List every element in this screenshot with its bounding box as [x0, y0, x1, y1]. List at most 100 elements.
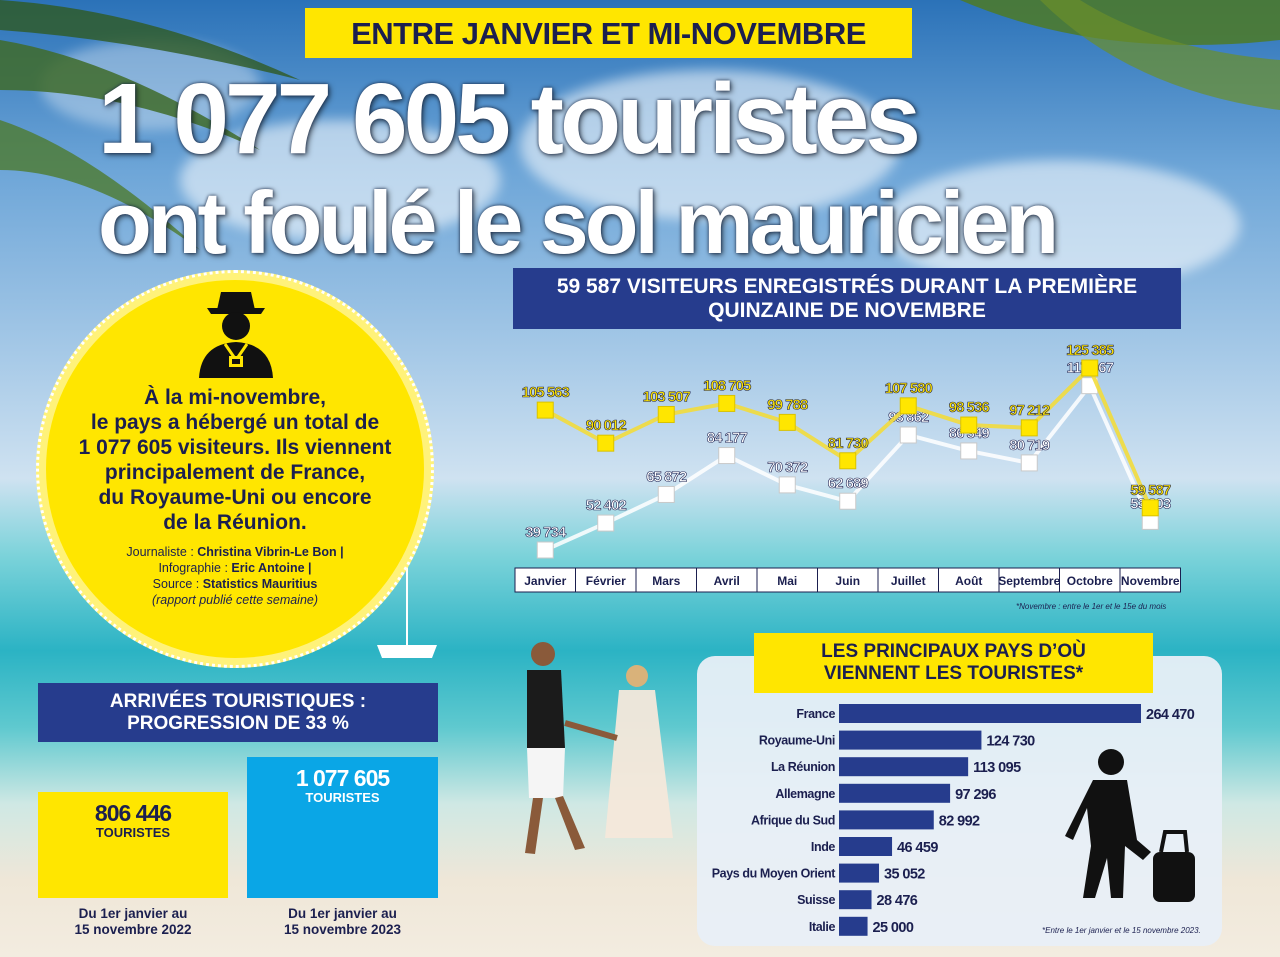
countries-banner: LES PRINCIPAUX PAYS D’OÙ VIENNENT LES TO…: [754, 633, 1153, 693]
arrivals-2022-value: 806 446: [94, 800, 172, 826]
arrivals-2022-caption: Du 1er janvier au 15 novembre 2022: [38, 906, 228, 938]
data-label-2023: 90 012: [586, 417, 627, 434]
country-bar: [839, 730, 982, 750]
month-tick-label: Septembre: [998, 574, 1060, 588]
data-point-2022: [899, 426, 917, 444]
arrivals-2023-unit: TOURISTES: [305, 790, 380, 805]
country-value-label: 264 470: [1146, 707, 1195, 723]
palm-frond-left: [0, 0, 300, 250]
data-point-2023: [657, 405, 675, 423]
data-point-2022: [536, 541, 554, 559]
data-label-2023: 108 705: [703, 377, 751, 394]
country-value-label: 25 000: [873, 920, 914, 936]
source-note: (rapport publié cette semaine): [151, 593, 319, 607]
data-label-2022: 70 372: [767, 459, 808, 476]
data-label-2022: 65 872: [646, 468, 687, 485]
country-bar: [839, 837, 893, 856]
line-chart-banner-line-1: 59 587 VISITEURS ENREGISTRÉS DURANT LA P…: [556, 275, 1138, 298]
line-chart-banner: 59 587 VISITEURS ENREGISTRÉS DURANT LA P…: [513, 268, 1181, 329]
data-label-2022: 84 177: [707, 430, 748, 447]
countries-bar-chart: France 264 470 Royaume-Uni 124 730 La Réunio…: [712, 704, 1195, 936]
line-chart-banner-line-2: QUINZAINE DE NOVEMBRE: [708, 299, 986, 322]
data-point-2022: [657, 485, 675, 503]
data-point-2023: [960, 416, 978, 434]
caption-line: 15 novembre 2023: [283, 922, 402, 937]
data-label-2023: 98 536: [949, 399, 990, 416]
country-value-label: 35 052: [884, 867, 925, 883]
top-banner: ENTRE JANVIER ET MI-NOVEMBRE: [305, 8, 912, 58]
country-bar: [839, 863, 880, 883]
country-bar: [839, 890, 872, 910]
country-bar: [839, 783, 951, 803]
summary-circle-border: [36, 270, 434, 668]
tourist-hat-icon: [199, 292, 273, 378]
monthly-arrivals-line-chart: Janvier Février Mars Avril Mai Juin Juillet Aoû…: [514, 342, 1181, 593]
caption-line: Du 1er janvier au: [288, 906, 397, 921]
infography-name: Eric Antoine |: [231, 561, 312, 575]
country-bar: [839, 810, 934, 830]
month-tick-label: Novembre: [1121, 574, 1180, 588]
country-value-label: 124 730: [986, 734, 1035, 750]
catamaran-decoration: [377, 560, 437, 658]
country-label: La Réunion: [771, 760, 835, 774]
data-label-2022: 39 734: [525, 524, 567, 541]
month-tick-label: Février: [586, 574, 626, 588]
country-label: Suisse: [797, 893, 835, 907]
country-value-label: 113 095: [973, 760, 1021, 776]
month-tick-label: Octobre: [1067, 574, 1113, 588]
data-point-2023: [899, 397, 917, 415]
month-axis-band: [514, 567, 1181, 593]
data-point-2023: [1141, 499, 1159, 517]
month-tick-label: Mars: [652, 574, 680, 588]
data-label-2023: 97 212: [1009, 402, 1050, 419]
arrivals-banner: ARRIVÉES TOURISTIQUES : PROGRESSION DE 3…: [38, 683, 438, 742]
arrivals-banner-line-2: PROGRESSION DE 33 %: [127, 713, 349, 734]
country-label: Allemagne: [775, 787, 835, 801]
arrivals-2022-unit: TOURISTES: [95, 825, 171, 840]
infography-label: Infographie :: [158, 561, 232, 575]
month-tick-label: Janvier: [524, 574, 566, 588]
beach-couple-photo: [525, 642, 673, 854]
summary-line: 1 077 605 visiteurs. Ils viennent: [78, 436, 392, 459]
data-label-2023: 125 385: [1066, 342, 1114, 359]
month-tick-label: Juin: [835, 574, 860, 588]
cloud-decoration: [180, 120, 500, 240]
countries-banner-line-2: VIENNENT LES TOURISTES*: [823, 663, 1084, 684]
country-label: Afrique du Sud: [751, 813, 835, 827]
summary-text: À la mi-novembre, le pays a hébergé un t…: [60, 385, 410, 535]
source-name: Statistics Mauritius: [202, 577, 318, 591]
data-label-2023: 105 563: [522, 384, 570, 401]
summary-line: le pays a hébergé un total de: [90, 411, 380, 434]
country-value-label: 46 459: [897, 840, 938, 856]
month-tick-label: Mai: [777, 574, 797, 588]
palm-frond-right: [960, 0, 1280, 110]
country-bar: [839, 916, 868, 936]
cloud-decoration: [520, 70, 900, 220]
month-tick-label: Avril: [714, 574, 740, 588]
data-point-2023: [536, 401, 554, 419]
data-point-2023: [1081, 359, 1099, 377]
caption-line: 15 novembre 2022: [74, 922, 192, 937]
arrivals-banner-line-1: ARRIVÉES TOURISTIQUES :: [109, 691, 367, 712]
traveler-suitcase-icon: [1065, 749, 1195, 902]
summary-line: À la mi-novembre,: [143, 386, 327, 409]
arrivals-2023-caption: Du 1er janvier au 15 novembre 2023: [247, 906, 438, 938]
summary-line: du Royaume-Uni ou encore: [98, 486, 372, 509]
data-point-2023: [839, 452, 857, 470]
data-label-2023: 59 587: [1130, 482, 1171, 499]
country-label: Inde: [811, 840, 836, 854]
data-label-2023: 81 730: [828, 435, 869, 452]
caption-line: Du 1er janvier au: [78, 906, 188, 921]
headline-line-2: ont foulé le sol mauricien: [98, 173, 1059, 272]
data-point-2022: [1020, 454, 1038, 472]
arrivals-bar-2022: 806 446 TOURISTES: [38, 792, 228, 898]
data-point-2022: [839, 492, 857, 510]
country-value-label: 28 476: [877, 893, 918, 909]
data-label-2023: 103 507: [643, 388, 691, 405]
data-point-2023: [597, 434, 615, 452]
countries-banner-line-1: LES PRINCIPAUX PAYS D’OÙ: [821, 641, 1086, 662]
journalist-label: Journaliste :: [126, 545, 198, 559]
summary-line: principalement de France,: [104, 461, 366, 484]
data-point-2023: [1020, 419, 1038, 437]
